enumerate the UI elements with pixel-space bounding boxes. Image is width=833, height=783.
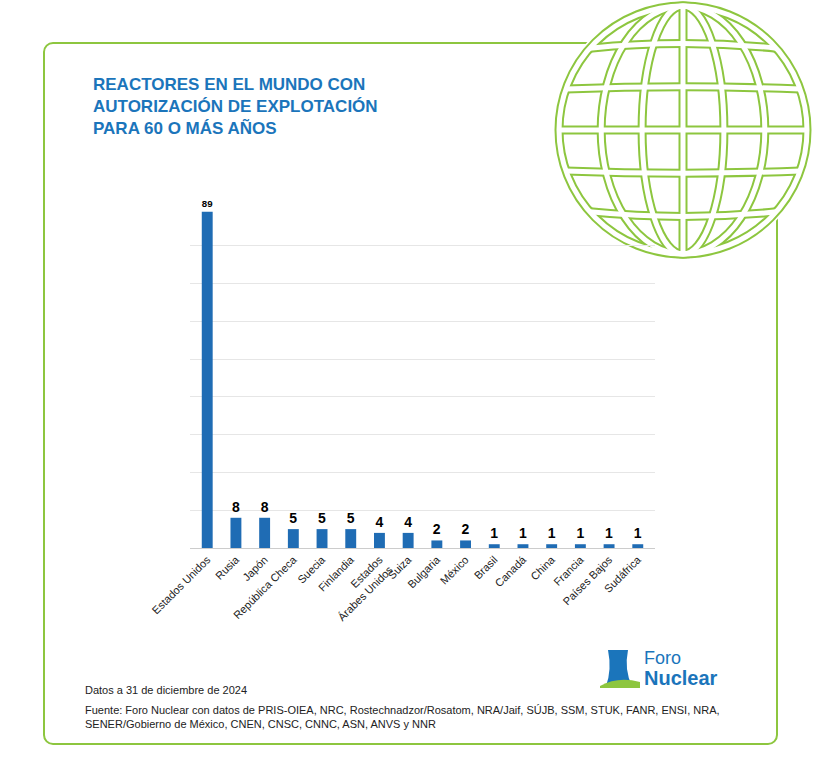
svg-text:Estados Unidos: Estados Unidos (150, 553, 213, 616)
html-text:Nuclear: Nuclear (644, 667, 718, 689)
svg-text:2: 2 (462, 521, 470, 537)
svg-text:Suiza: Suiza (386, 553, 415, 582)
svg-text:8: 8 (261, 499, 269, 515)
html-text:Foro: Foro (644, 648, 681, 668)
svg-text:5: 5 (347, 510, 355, 526)
svg-text:Brasil: Brasil (472, 554, 500, 582)
svg-text:REACTORES EN EL MUNDO CONAUTOR: REACTORES EN EL MUNDO CONAUTORIZACIÓN DE… (93, 75, 378, 138)
svg-text:1: 1 (605, 525, 613, 541)
svg-text:China: China (528, 553, 557, 582)
svg-text:Japón: Japón (240, 554, 270, 584)
svg-text:Canadá: Canadá (493, 553, 529, 589)
svg-text:República Checa: República Checa (231, 553, 299, 621)
svg-text:8: 8 (232, 499, 240, 515)
svg-text:Francia: Francia (551, 553, 586, 588)
html-text:Fuente: Foro Nuclear con datos: Fuente: Foro Nuclear con datos de PRIS-O… (85, 704, 720, 730)
svg-text:4: 4 (404, 514, 412, 530)
svg-text:Bulgaria: Bulgaria (405, 553, 443, 591)
svg-text:1: 1 (519, 525, 527, 541)
svg-text:1: 1 (576, 525, 584, 541)
svg-text:Finlandia: Finlandia (316, 553, 357, 594)
svg-text:Sudáfrica: Sudáfrica (602, 553, 644, 595)
svg-text:1: 1 (634, 525, 642, 541)
svg-text:Países Bajos: Países Bajos (560, 553, 614, 607)
svg-text:México: México (438, 554, 471, 587)
svg-text:EstadosÁrabes Unidos: EstadosÁrabes Unidos (325, 553, 395, 623)
svg-text:1: 1 (490, 525, 498, 541)
svg-text:89: 89 (202, 198, 213, 209)
svg-text:5: 5 (318, 510, 326, 526)
svg-text:2: 2 (433, 521, 441, 537)
svg-text:1: 1 (548, 525, 556, 541)
svg-text:5: 5 (289, 510, 297, 526)
svg-text:Suecia: Suecia (295, 553, 328, 586)
svg-text:Rusia: Rusia (213, 553, 242, 582)
svg-text:4: 4 (375, 514, 383, 530)
html-text:Datos a 31 de diciembre de 202: Datos a 31 de diciembre de 2024 (85, 684, 248, 696)
